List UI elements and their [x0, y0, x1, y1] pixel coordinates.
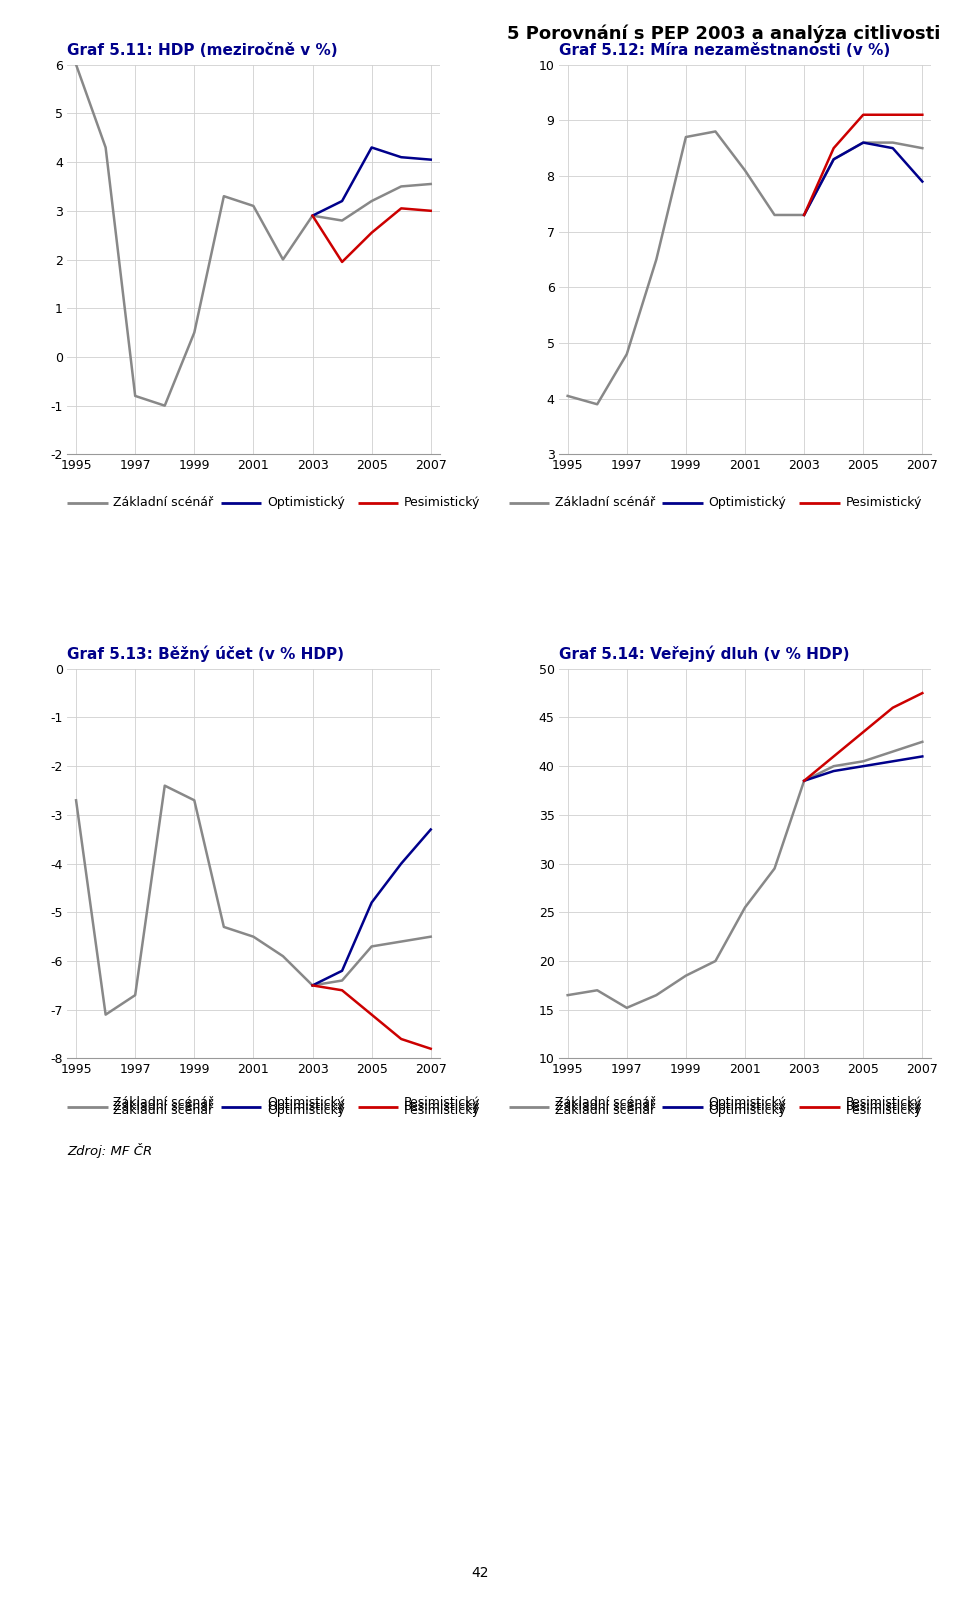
Text: Optimistický: Optimistický — [267, 1096, 345, 1109]
Text: Optimistický: Optimistický — [708, 496, 786, 509]
Text: Pesimistický: Pesimistický — [404, 496, 480, 509]
Text: Graf 5.12: Míra nezaměstnanosti (v %): Graf 5.12: Míra nezaměstnanosti (v %) — [559, 44, 890, 58]
Text: Pesimistický: Pesimistický — [404, 1096, 480, 1109]
Text: 5 Porovnání s PEP 2003 a analýza citlivosti: 5 Porovnání s PEP 2003 a analýza citlivo… — [508, 24, 941, 42]
Text: Graf 5.11: HDP (meziročně v %): Graf 5.11: HDP (meziročně v %) — [67, 44, 338, 58]
Text: Pesimistický: Pesimistický — [404, 1104, 480, 1117]
Text: Základní scénář: Základní scénář — [555, 496, 655, 509]
Text: Optimistický: Optimistický — [267, 1104, 345, 1117]
Text: Základní scénář: Základní scénář — [555, 1104, 655, 1117]
Text: Optimistický: Optimistický — [708, 1104, 786, 1117]
Text: Optimistický: Optimistický — [267, 496, 345, 509]
Text: Graf 5.14: Veřejný dluh (v % HDP): Graf 5.14: Veřejný dluh (v % HDP) — [559, 645, 850, 663]
Text: Základní scénář: Základní scénář — [113, 1104, 213, 1117]
Text: Základní scénář: Základní scénář — [113, 1096, 213, 1109]
Text: Pesimistický: Pesimistický — [846, 496, 922, 509]
Text: Optimistický: Optimistický — [267, 1100, 345, 1113]
Text: Optimistický: Optimistický — [708, 1096, 786, 1109]
Text: Graf 5.13: Běžný účet (v % HDP): Graf 5.13: Běžný účet (v % HDP) — [67, 645, 345, 663]
Text: Základní scénář: Základní scénář — [555, 1100, 655, 1113]
Text: Základní scénář: Základní scénář — [113, 1100, 213, 1113]
Text: Základní scénář: Základní scénář — [555, 1096, 655, 1109]
Text: Pesimistický: Pesimistický — [846, 1104, 922, 1117]
Text: Pesimistický: Pesimistický — [846, 1096, 922, 1109]
Text: Pesimistický: Pesimistický — [404, 1100, 480, 1113]
Text: Pesimistický: Pesimistický — [846, 1100, 922, 1113]
Text: Základní scénář: Základní scénář — [113, 496, 213, 509]
Text: Optimistický: Optimistický — [708, 1100, 786, 1113]
Text: 42: 42 — [471, 1566, 489, 1580]
Text: Zdroj: MF ČR: Zdroj: MF ČR — [67, 1143, 153, 1157]
